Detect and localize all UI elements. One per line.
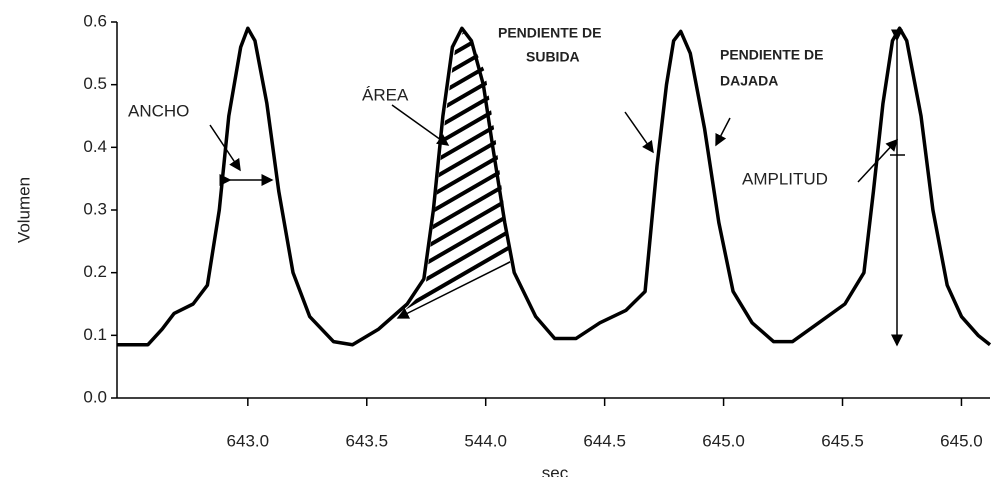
annotation: ANCHO <box>128 101 189 120</box>
y-tick-label: 0.5 <box>83 74 107 93</box>
x-tick-label: 643.0 <box>227 431 270 450</box>
x-axis-label: sec <box>542 463 569 477</box>
arrow <box>391 104 450 146</box>
arrow <box>624 111 654 154</box>
annotation: AMPLITUD <box>742 169 828 188</box>
y-tick-label: 0.4 <box>83 137 107 156</box>
x-tick-label: 645.0 <box>940 431 983 450</box>
annotation: PENDIENTE DE <box>720 47 823 63</box>
y-tick-label: 0.1 <box>83 325 107 344</box>
annotation: DAJADA <box>720 73 778 89</box>
x-tick-label: 644.5 <box>583 431 626 450</box>
y-axis-label: Volumen <box>14 177 33 243</box>
y-tick-label: 0.3 <box>83 199 107 218</box>
annotation: SUBIDA <box>526 49 580 65</box>
area-hatch <box>395 32 510 320</box>
arrow <box>715 117 731 147</box>
arrow <box>396 261 511 319</box>
line <box>117 26 992 347</box>
y-tick-label: 0.6 <box>83 11 107 30</box>
annotation: ÁREA <box>362 85 409 104</box>
annotation: PENDIENTE DE <box>498 25 601 41</box>
x-tick-label: 544.0 <box>464 431 507 450</box>
y-tick-label: 0.0 <box>83 387 107 406</box>
y-tick-label: 0.2 <box>83 262 107 281</box>
x-tick-label: 643.5 <box>345 431 388 450</box>
x-tick-label: 645.0 <box>702 431 745 450</box>
x-tick-label: 645.5 <box>821 431 864 450</box>
